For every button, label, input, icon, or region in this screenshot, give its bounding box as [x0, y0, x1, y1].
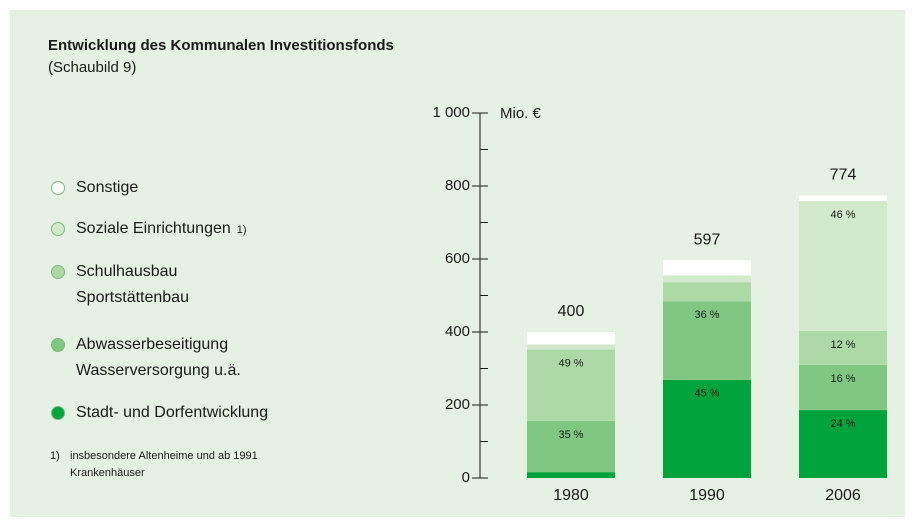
legend-swatch [51, 406, 65, 420]
total-label: 774 [830, 167, 857, 184]
y-tick-label: 1 000 [432, 104, 470, 121]
bar-segment [663, 260, 751, 276]
bar-segment [663, 379, 751, 478]
total-label: 400 [558, 303, 585, 320]
share-label: 36 % [694, 309, 719, 321]
bar-segment [527, 472, 615, 478]
legend-text: Abwasserbeseitigung Wasserversorgung u.ä… [76, 336, 241, 379]
total-label: 597 [694, 231, 721, 248]
legend-swatch [51, 181, 65, 195]
legend-label: Stadt- und Dorfentwicklung [76, 400, 268, 426]
share-label: 16 % [830, 373, 855, 385]
y-unit: Mio. € [500, 105, 542, 122]
footnote: 1) insbesondere Altenheime und ab 1991 Kr… [50, 448, 258, 482]
legend-swatch [51, 338, 65, 352]
bar-segment [663, 301, 751, 380]
legend-label: Soziale Einrichtungen 1) [76, 216, 247, 243]
legend-label: Schulhausbau Sportstättenbau [76, 259, 189, 311]
legend-text: Soziale Einrichtungen [76, 220, 231, 237]
share-label: 24 % [830, 418, 855, 430]
x-tick-label: 1980 [553, 487, 589, 504]
y-tick-label: 0 [462, 469, 470, 486]
bar-segment [527, 332, 615, 345]
legend-text: Stadt- und Dorfentwicklung [76, 404, 269, 421]
bar-segment [663, 282, 751, 302]
bar-segment [799, 410, 887, 478]
bar-segment [527, 344, 615, 350]
share-label: 45 % [694, 388, 719, 400]
footnote-marker: 1) [50, 450, 60, 462]
legend-label: Sonstige [76, 175, 138, 201]
legend-swatch [51, 222, 65, 236]
legend-swatch [51, 265, 65, 279]
bar-segment [527, 349, 615, 422]
x-tick-label: 2006 [825, 487, 861, 504]
y-tick-label: 400 [445, 323, 470, 340]
chart-subtitle: (Schaubild 9) [48, 59, 136, 76]
panel [10, 10, 905, 517]
x-tick-label: 1990 [689, 487, 725, 504]
y-tick-label: 200 [445, 396, 470, 413]
bar-segment [799, 195, 887, 201]
y-tick-label: 800 [445, 177, 470, 194]
bar-segment [799, 200, 887, 331]
legend-text: Schulhausbau Sportstättenbau [76, 263, 189, 306]
legend-label: Abwasserbeseitigung Wasserversorgung u.ä… [76, 332, 241, 384]
legend-note: 1) [236, 224, 247, 236]
bar-segment [799, 364, 887, 411]
bar-segment [527, 421, 615, 473]
bar-segment [663, 275, 751, 283]
share-label: 12 % [830, 339, 855, 351]
share-label: 35 % [558, 429, 583, 441]
legend-text: Sonstige [76, 179, 139, 196]
footnote-text: insbesondere Altenheime und ab 1991 Kran… [70, 450, 258, 479]
chart-title: Entwicklung des Kommunalen Investitionsf… [48, 37, 394, 54]
share-label: 46 % [830, 209, 855, 221]
bar-segment [799, 330, 887, 365]
y-tick-label: 600 [445, 250, 470, 267]
share-label: 49 % [558, 357, 583, 369]
